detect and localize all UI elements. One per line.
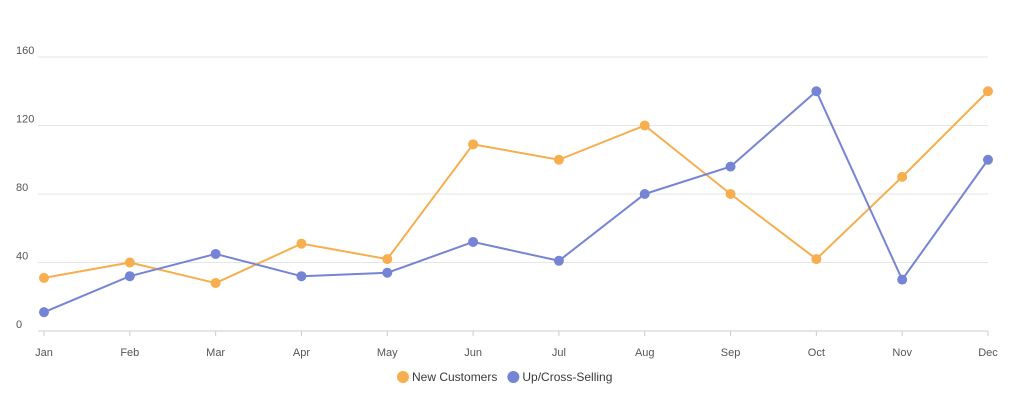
y-tick-label: 80 [16,182,28,194]
data-point-nov[interactable] [897,274,908,285]
x-tick-label-aug: Aug [635,347,655,359]
x-tick-label-nov: Nov [892,347,912,359]
data-point-sep[interactable] [725,189,736,199]
x-tick-label-mar: Mar [206,347,225,359]
data-point-jul[interactable] [553,154,564,165]
data-point-sep[interactable] [725,161,736,172]
x-axis: Jan Feb Mar Apr May Jun Jul Aug Sep Oct Nov Dec [35,330,998,359]
x-tick-label-jan: Jan [35,347,53,359]
series-line [43,90,989,314]
data-point-oct[interactable] [811,254,822,265]
data-point-feb[interactable] [124,271,135,282]
x-tick-label-sep: Sep [721,347,741,359]
legend-item-1[interactable]: Up/Cross-Selling [507,370,612,384]
x-tick-label-jun: Jun [464,347,482,359]
data-point-aug[interactable] [639,120,650,131]
data-point-apr[interactable] [296,271,307,282]
x-tick-label-oct: Oct [808,347,825,359]
y-tick-label: 0 [16,319,22,331]
data-point-mar[interactable] [210,278,221,289]
gridlines [38,56,988,263]
x-tick-label-apr: Apr [293,347,310,359]
data-point-jun[interactable] [468,139,479,150]
data-point-jan[interactable] [39,307,49,318]
legend-marker [507,371,520,383]
y-tick-label: 120 [16,114,34,126]
x-tick-label-dec: Dec [978,347,998,359]
y-tick-label: 40 [16,251,28,263]
legend-label: Up/Cross-Selling [522,370,612,384]
y-tick-label: 160 [16,45,34,57]
legend-item-0[interactable]: New Customers [397,370,497,384]
series-lines [39,86,993,318]
data-point-dec[interactable] [983,86,993,97]
data-point-may[interactable] [382,267,393,278]
data-point-oct[interactable] [811,86,822,97]
data-point-jul[interactable] [553,255,564,266]
data-point-aug[interactable] [639,189,650,199]
data-point-jun[interactable] [468,236,479,247]
x-tick-label-may: May [377,347,398,359]
x-tick-label-jul: Jul [552,347,566,359]
data-point-apr[interactable] [296,238,307,249]
series-up-cross-selling [39,86,993,318]
legend[interactable]: New Customers Up/Cross-Selling [397,370,612,384]
x-tick-label-feb: Feb [120,347,139,359]
data-point-nov[interactable] [897,171,908,182]
y-axis: 0 40 80 120 160 [16,45,34,331]
series-new-customers [39,86,993,289]
data-point-may[interactable] [382,254,393,265]
data-point-mar[interactable] [210,248,221,259]
data-point-dec[interactable] [983,154,993,165]
data-point-jan[interactable] [39,272,49,283]
series-line [43,90,989,285]
legend-marker [397,371,409,383]
legend-label: New Customers [412,370,497,384]
data-point-feb[interactable] [124,257,135,268]
